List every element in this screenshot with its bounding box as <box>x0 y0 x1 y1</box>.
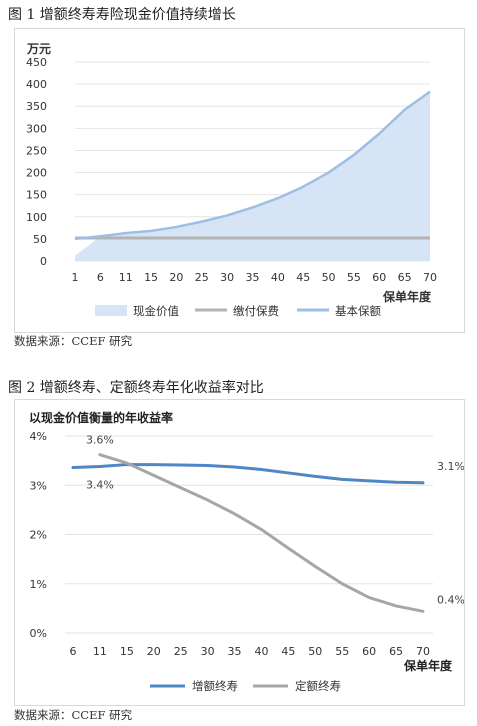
chart2-x-tick-label: 60 <box>362 645 376 658</box>
chart1-x-tick-label: 40 <box>271 271 285 284</box>
chart1-y-tick-label: 100 <box>26 211 47 224</box>
chart2-container: 以现金价值衡量的年收益率 0% 1% 2% 3% 4% 6 11 15 20 25 30 35 40 4… <box>14 399 465 706</box>
chart1-y-tick-label: 300 <box>26 122 47 135</box>
chart2-grid <box>65 435 433 634</box>
figure1-source: 数据来源：CCEF 研究 <box>14 334 133 348</box>
increasing-whole-life-line <box>71 463 425 485</box>
chart2-y-tick-label: 4% <box>30 430 47 443</box>
legend-basic-sum-assured-label: 基本保额 <box>335 304 381 318</box>
chart2-data-label: 3.4% <box>86 479 114 492</box>
chart2-x-tick-label: 40 <box>254 645 268 658</box>
chart2-y-tick-label: 3% <box>30 479 47 492</box>
chart2-y-tick-label: 0% <box>30 627 47 640</box>
figure2-source: 数据来源：CCEF 研究 <box>14 708 133 722</box>
chart2-x-tick-label: 30 <box>201 645 215 658</box>
chart1-container: 万元 0 50 100 150 200 250 300 350 400 450 1 6 11 15 20 2… <box>14 28 465 333</box>
figure1-title: 图 1 增额终寿寿险现金价值持续增长 <box>8 7 236 23</box>
fixed-whole-life-line <box>98 453 425 613</box>
chart1-x-axis-label: 保单年度 <box>382 289 432 304</box>
chart2-y-tick-label: 1% <box>30 578 47 591</box>
legend-cash-value-label: 现金价值 <box>133 304 179 318</box>
chart2-x-tick-label: 45 <box>281 645 295 658</box>
chart2-x-tick-label: 55 <box>335 645 349 658</box>
legend-premium-paid-label: 缴付保费 <box>233 304 279 318</box>
chart1-y-ticks: 0 50 100 150 200 250 300 350 400 450 <box>26 56 47 268</box>
chart2-data-label: 3.1% <box>437 460 464 473</box>
chart1-x-tick-label: 55 <box>347 271 361 284</box>
chart1-y-tick-label: 150 <box>26 189 47 202</box>
chart2-data-label: 0.4% <box>437 593 464 606</box>
chart2-title: 以现金价值衡量的年收益率 <box>29 410 173 425</box>
chart2-x-ticks: 6 11 15 20 25 30 35 40 45 50 55 60 65 70 <box>70 645 431 658</box>
chart1-y-tick-label: 400 <box>26 78 47 91</box>
chart1-legend: 现金价值 缴付保费 基本保额 <box>95 304 381 318</box>
chart1-x-tick-label: 65 <box>398 271 412 284</box>
chart2-y-ticks: 0% 1% 2% 3% 4% <box>30 430 47 640</box>
chart2-legend: 增额终寿 定额终寿 <box>150 679 341 693</box>
chart1-y-tick-label: 450 <box>26 56 47 69</box>
chart1-x-tick-label: 60 <box>372 271 386 284</box>
figure2-title: 图 2 增额终寿、定额终寿年化收益率对比 <box>8 380 264 396</box>
chart1-x-tick-label: 70 <box>423 271 437 284</box>
chart2-svg: 以现金价值衡量的年收益率 0% 1% 2% 3% 4% 6 11 15 20 25 30 35 40 4… <box>29 410 464 693</box>
chart2-x-tick-label: 20 <box>147 645 161 658</box>
chart2-data-label: 3.6% <box>86 434 114 447</box>
chart1-svg: 万元 0 50 100 150 200 250 300 350 400 450 1 6 11 15 20 2… <box>26 42 438 318</box>
chart1-x-ticks: 1 6 11 15 20 25 30 35 40 45 50 55 60 65 70 <box>72 271 438 284</box>
chart1-y-tick-label: 350 <box>26 100 47 113</box>
chart1-x-tick-label: 11 <box>119 271 133 284</box>
legend-fixed-whole-life-label: 定额终寿 <box>295 679 341 693</box>
chart1-x-tick-label: 1 <box>72 271 79 284</box>
chart2-data-labels: 3.6% 3.4% 3.1% 0.4% <box>86 434 464 607</box>
chart1-x-tick-label: 15 <box>144 271 158 284</box>
chart1-y-tick-label: 0 <box>40 255 47 268</box>
legend-cash-value-swatch <box>95 305 127 316</box>
chart1-y-tick-label: 200 <box>26 167 47 180</box>
chart2-x-tick-label: 11 <box>93 645 107 658</box>
chart1-x-tick-label: 45 <box>296 271 310 284</box>
chart1-x-tick-label: 50 <box>322 271 336 284</box>
chart1-y-tick-label: 250 <box>26 144 47 157</box>
chart1-y-axis-label: 万元 <box>26 42 51 56</box>
chart2-x-tick-label: 50 <box>308 645 322 658</box>
chart2-x-tick-label: 15 <box>120 645 134 658</box>
chart1-series <box>74 90 431 261</box>
chart1-y-tick-label: 50 <box>33 233 47 246</box>
chart2-x-axis-label: 保单年度 <box>403 658 453 673</box>
chart2-series <box>71 453 425 613</box>
chart2-x-tick-label: 6 <box>70 645 77 658</box>
chart2-x-tick-label: 70 <box>416 645 430 658</box>
chart2-y-tick-label: 2% <box>30 529 47 542</box>
cash-value-area <box>75 91 430 261</box>
legend-increasing-whole-life-label: 增额终寿 <box>192 679 238 693</box>
chart1-x-tick-label: 30 <box>220 271 234 284</box>
chart1-x-tick-label: 6 <box>97 271 104 284</box>
basic-sum-assured-line <box>74 90 431 241</box>
chart2-x-tick-label: 25 <box>174 645 188 658</box>
chart1-x-tick-label: 20 <box>169 271 183 284</box>
chart1-x-tick-label: 35 <box>246 271 260 284</box>
chart2-x-tick-label: 35 <box>228 645 242 658</box>
chart1-x-tick-label: 25 <box>195 271 209 284</box>
chart2-x-tick-label: 65 <box>389 645 403 658</box>
